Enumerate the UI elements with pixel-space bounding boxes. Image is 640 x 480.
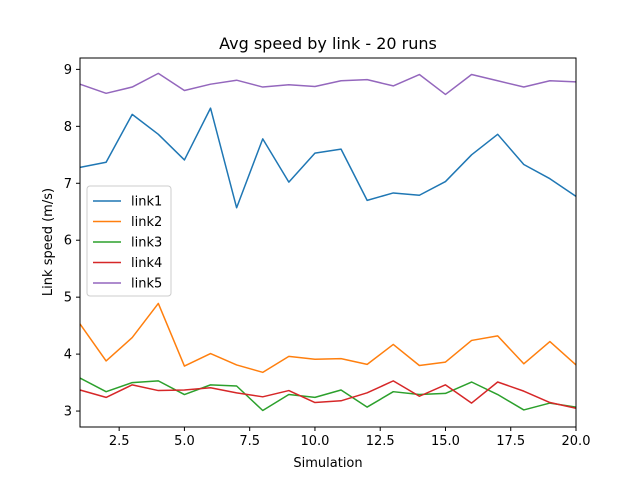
series-line-link1 xyxy=(79,107,577,209)
plot-area xyxy=(79,72,577,412)
chart-title: Avg speed by link - 20 runs xyxy=(219,34,437,53)
series-line-link4 xyxy=(79,380,577,409)
series-line-link5 xyxy=(79,72,577,96)
x-axis-label: Simulation xyxy=(293,456,362,471)
y-tick-label: 8 xyxy=(64,120,72,135)
x-axis: 2.5 5.0 7.5 10.0 12.5 15.0 17.5 20.0 xyxy=(109,427,591,449)
series-line-link2 xyxy=(79,302,577,374)
legend-label-link4: link4 xyxy=(131,256,162,271)
y-tick-label: 7 xyxy=(64,177,72,192)
legend-label-link2: link2 xyxy=(131,215,162,230)
x-tick-label: 12.5 xyxy=(366,434,395,449)
legend-label-link3: link3 xyxy=(131,236,162,251)
legend-label-link5: link5 xyxy=(131,277,162,292)
x-tick-label: 10.0 xyxy=(300,434,329,449)
y-axis-label: Link speed (m/s) xyxy=(41,188,56,296)
plot-frame xyxy=(79,57,577,428)
y-tick-label: 5 xyxy=(64,291,72,306)
y-tick-label: 9 xyxy=(64,63,72,78)
y-axis: 3 4 5 6 7 8 9 xyxy=(64,63,80,420)
legend-label-link1: link1 xyxy=(131,195,162,210)
x-tick-label: 17.5 xyxy=(496,434,525,449)
x-tick-label: 2.5 xyxy=(109,434,130,449)
y-tick-label: 3 xyxy=(64,405,72,420)
y-tick-label: 4 xyxy=(64,348,72,363)
x-tick-label: 5.0 xyxy=(174,434,195,449)
y-tick-label: 6 xyxy=(64,234,72,249)
x-tick-label: 20.0 xyxy=(562,434,591,449)
legend: link1 link2 link3 link4 link5 xyxy=(86,185,172,297)
x-tick-label: 7.5 xyxy=(239,434,260,449)
series-line-link3 xyxy=(79,377,577,412)
x-tick-label: 15.0 xyxy=(431,434,460,449)
legend-box xyxy=(86,185,172,297)
